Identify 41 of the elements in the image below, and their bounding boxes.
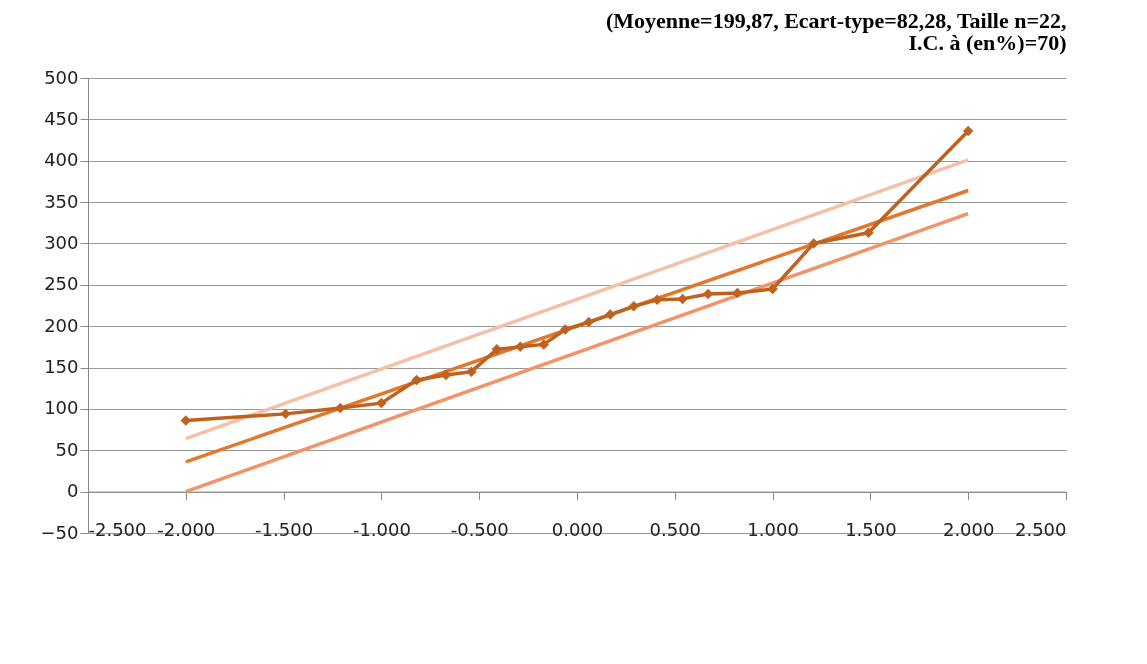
x-tick-label: 1.500 <box>845 519 897 541</box>
y-tick-label: 400 <box>44 149 79 171</box>
x-tick-label: 1.000 <box>747 519 799 541</box>
x-tick-label: 0.500 <box>649 519 702 541</box>
x-tick-label: -2.500 <box>88 519 147 541</box>
y-tick-label: 100 <box>44 397 79 419</box>
point <box>376 397 387 409</box>
y-tick-label: 150 <box>44 356 79 378</box>
y-tick-label: 0 <box>67 480 79 502</box>
point <box>605 309 616 320</box>
y-tick-label: 250 <box>44 273 79 295</box>
y-tick-label: −50 <box>40 521 79 543</box>
y-tick-label: 450 <box>44 107 79 129</box>
point <box>863 227 874 238</box>
x-tick-label: 2.000 <box>942 519 995 541</box>
point <box>628 301 639 312</box>
x-tick-label: -1.500 <box>255 519 314 541</box>
y-tick-label: 200 <box>44 314 79 336</box>
point <box>962 125 974 137</box>
point <box>411 374 422 386</box>
point <box>515 341 526 353</box>
x-tick-label: 0.000 <box>551 519 604 541</box>
chart-title: (Moyenne=199,87, Ecart-type=82,28, Taille n=22, I.C. à (en%)=70) <box>606 8 1067 55</box>
point <box>538 339 549 350</box>
point <box>732 287 743 299</box>
y-tick-label: 500 <box>44 66 79 88</box>
x-tick-label: 2.500 <box>1014 519 1067 541</box>
point <box>335 402 346 414</box>
x-tick-label: -1.000 <box>352 519 411 541</box>
point <box>280 408 291 420</box>
x-tick-label: -2.000 <box>157 519 216 541</box>
x-tick-label: -0.500 <box>450 519 509 541</box>
point <box>560 324 571 335</box>
point <box>583 316 594 328</box>
y-tick-label: 350 <box>44 190 79 212</box>
point <box>677 293 688 305</box>
y-tick-label: 300 <box>44 231 79 253</box>
y-tick-label: 50 <box>55 438 79 460</box>
point <box>466 366 477 377</box>
point <box>808 238 819 249</box>
point <box>767 283 778 295</box>
